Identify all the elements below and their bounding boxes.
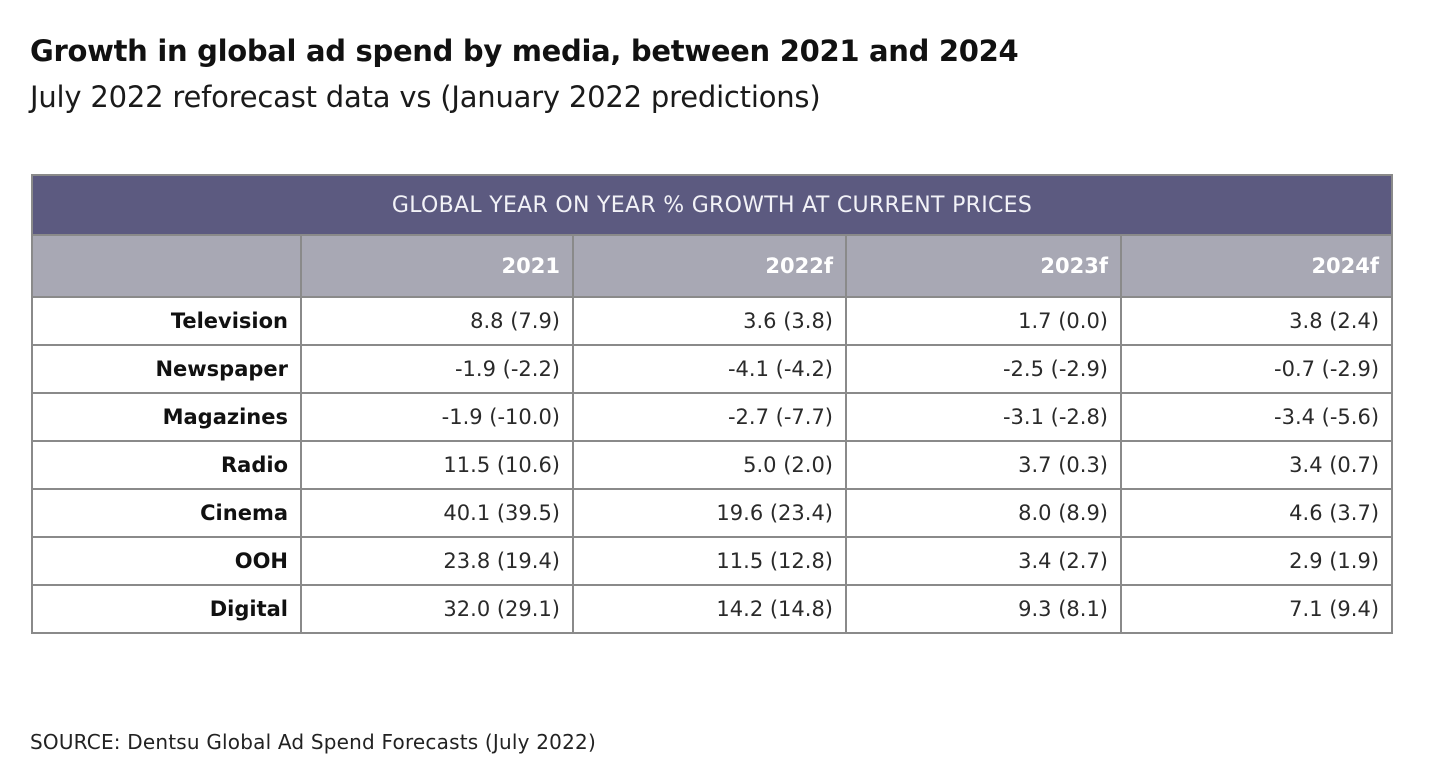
table-row: Cinema 40.1 (39.5) 19.6 (23.4) 8.0 (8.9) 4.6… (31, 488, 1394, 538)
data-cell: 8.0 (8.9) (845, 488, 1122, 538)
table-row: Television 8.8 (7.9) 3.6 (3.8) 1.7 (0.0) 3.8… (31, 296, 1394, 346)
data-cell: 19.6 (23.4) (572, 488, 847, 538)
data-cell: 2.9 (1.9) (1119, 536, 1394, 586)
data-cell: 4.6 (3.7) (1119, 488, 1394, 538)
source-note: SOURCE: Dentsu Global Ad Spend Forecasts… (30, 730, 596, 754)
column-header: 2024f (1119, 234, 1394, 298)
column-header: 2023f (845, 234, 1122, 298)
data-cell: -2.7 (-7.7) (572, 392, 847, 442)
column-header: 2021 (300, 234, 574, 298)
row-label: Magazines (31, 392, 302, 442)
data-cell: 11.5 (10.6) (300, 440, 574, 490)
data-cell: 3.4 (0.7) (1119, 440, 1394, 490)
data-cell: 23.8 (19.4) (300, 536, 574, 586)
row-label: Cinema (31, 488, 302, 538)
data-cell: -0.7 (-2.9) (1119, 344, 1394, 394)
table-band-title: GLOBAL YEAR ON YEAR % GROWTH AT CURRENT … (30, 174, 1394, 236)
table-row: OOH 23.8 (19.4) 11.5 (12.8) 3.4 (2.7) 2.9 (1… (31, 536, 1394, 586)
growth-table: GLOBAL YEAR ON YEAR % GROWTH AT CURRENT … (30, 174, 1394, 634)
data-cell: 3.8 (2.4) (1119, 296, 1394, 346)
data-cell: 9.3 (8.1) (845, 584, 1122, 634)
row-label: Newspaper (31, 344, 302, 394)
data-cell: -3.4 (-5.6) (1119, 392, 1394, 442)
table-row: Radio 11.5 (10.6) 5.0 (2.0) 3.7 (0.3) 3.4 (0… (31, 440, 1394, 490)
data-cell: -2.5 (-2.9) (845, 344, 1122, 394)
row-label: Digital (31, 584, 302, 634)
data-cell: 11.5 (12.8) (572, 536, 847, 586)
table-header-row: 2021 2022f 2023f 2024f (31, 234, 1394, 298)
data-cell: -1.9 (-2.2) (300, 344, 574, 394)
data-cell: -4.1 (-4.2) (572, 344, 847, 394)
data-cell: -1.9 (-10.0) (300, 392, 574, 442)
data-cell: 1.7 (0.0) (845, 296, 1122, 346)
data-cell: -3.1 (-2.8) (845, 392, 1122, 442)
data-cell: 3.6 (3.8) (572, 296, 847, 346)
data-cell: 40.1 (39.5) (300, 488, 574, 538)
data-cell: 3.4 (2.7) (845, 536, 1122, 586)
data-cell: 32.0 (29.1) (300, 584, 574, 634)
data-cell: 5.0 (2.0) (572, 440, 847, 490)
data-cell: 3.7 (0.3) (845, 440, 1122, 490)
table-row: Newspaper -1.9 (-2.2) -4.1 (-4.2) -2.5 (-2.… (31, 344, 1394, 394)
data-cell: 14.2 (14.8) (572, 584, 847, 634)
chart-title: Growth in global ad spend by media, betw… (30, 34, 1019, 68)
column-header: 2022f (572, 234, 847, 298)
table-band-row: GLOBAL YEAR ON YEAR % GROWTH AT CURRENT … (30, 174, 1394, 236)
row-label: OOH (31, 536, 302, 586)
data-cell: 7.1 (9.4) (1119, 584, 1394, 634)
row-label: Radio (31, 440, 302, 490)
data-cell: 8.8 (7.9) (300, 296, 574, 346)
table-row: Digital 32.0 (29.1) 14.2 (14.8) 9.3 (8.1) 7.… (31, 584, 1394, 634)
table-row: Magazines -1.9 (-10.0) -2.7 (-7.7) -3.1 (-2… (31, 392, 1394, 442)
column-header (31, 234, 302, 298)
row-label: Television (31, 296, 302, 346)
chart-subtitle: July 2022 reforecast data vs (January 20… (30, 80, 821, 114)
